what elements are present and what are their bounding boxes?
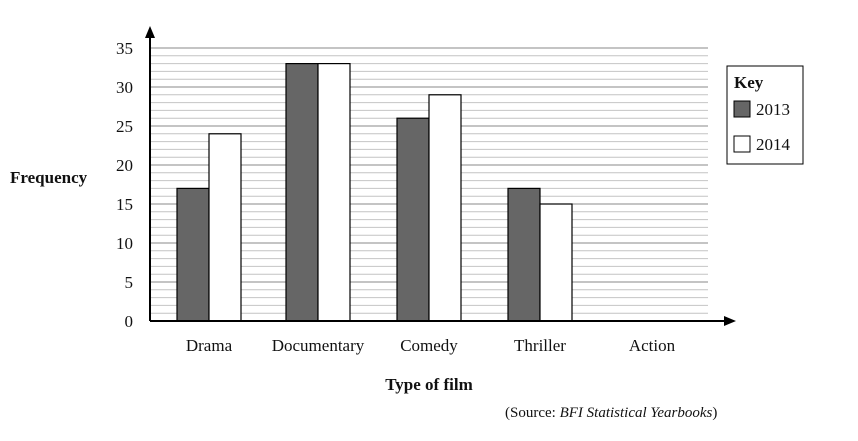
y-axis-arrow-icon: [145, 26, 155, 38]
bar-comedy-2014: [428, 94, 462, 322]
y-tick-label: 30: [116, 78, 133, 97]
x-axis-arrow-icon: [724, 316, 736, 326]
x-axis-label: Type of film: [385, 375, 473, 394]
bar-comedy-2013: [396, 117, 430, 322]
y-tick-label: 20: [116, 156, 133, 175]
y-tick-label: 15: [116, 195, 133, 214]
source-suffix: ): [712, 405, 718, 421]
bars: [176, 62, 573, 322]
x-tick-label: Action: [629, 336, 676, 355]
y-tick-label: 0: [125, 312, 134, 331]
y-tick-label: 10: [116, 234, 133, 253]
y-tick-label: 35: [116, 39, 133, 58]
bar-thriller-2014: [539, 203, 573, 322]
bar-documentary-2014: [317, 62, 351, 322]
x-tick-labels: Drama Documentary Comedy Thriller Action: [186, 336, 676, 355]
y-tick-label: 25: [116, 117, 133, 136]
legend-title: Key: [734, 73, 764, 92]
axes: [145, 26, 736, 326]
x-tick-label: Comedy: [400, 336, 458, 355]
x-tick-label: Drama: [186, 336, 233, 355]
source-note: (Source: BFI Statistical Yearbooks): [505, 405, 717, 422]
y-axis-label: Frequency: [10, 168, 88, 187]
legend-swatch-2013: [733, 100, 751, 118]
legend-label-2014: 2014: [756, 135, 791, 154]
source-name: BFI Statistical Yearbooks: [559, 405, 713, 421]
source-prefix: (Source:: [505, 405, 560, 421]
legend-label-2013: 2013: [756, 100, 790, 119]
legend: Key 2013 2014: [726, 65, 804, 165]
bar-drama-2013: [176, 187, 210, 322]
legend-swatch-2014: [733, 135, 751, 153]
x-tick-label: Documentary: [272, 336, 365, 355]
bar-thriller-2013: [507, 187, 541, 322]
y-tick-label: 5: [125, 273, 134, 292]
x-tick-label: Thriller: [514, 336, 566, 355]
bar-documentary-2013: [285, 62, 319, 322]
y-tick-labels: 0 5 10 15 20 25 30 35: [116, 39, 133, 331]
bar-drama-2014: [208, 133, 242, 322]
